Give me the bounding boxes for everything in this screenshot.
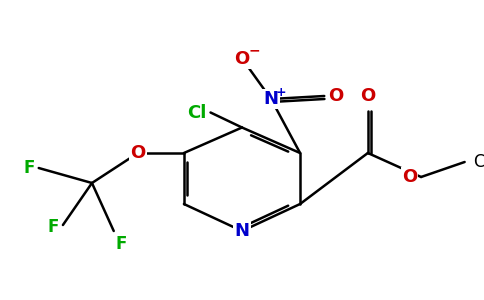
Text: +: + <box>276 86 287 100</box>
Text: Cl: Cl <box>187 103 207 122</box>
Text: CH₃: CH₃ <box>473 153 484 171</box>
Text: O: O <box>130 144 146 162</box>
Text: F: F <box>23 159 35 177</box>
Text: O: O <box>402 168 417 186</box>
Text: O: O <box>328 87 344 105</box>
Text: O: O <box>360 87 376 105</box>
Text: N: N <box>264 90 278 108</box>
Text: N: N <box>235 222 249 240</box>
Text: −: − <box>248 44 260 58</box>
Text: F: F <box>47 218 59 236</box>
Text: F: F <box>116 235 127 253</box>
Text: O: O <box>234 50 250 68</box>
